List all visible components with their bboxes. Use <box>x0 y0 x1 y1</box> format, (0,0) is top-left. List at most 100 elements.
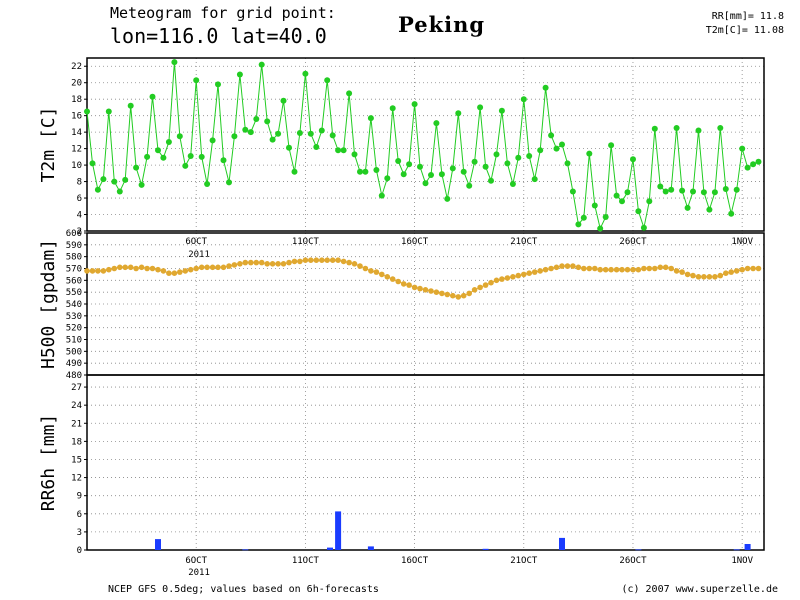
h500-data-point <box>521 271 527 278</box>
h500-data-point <box>117 264 123 271</box>
h500-data-point <box>166 270 172 277</box>
h500-data-point <box>755 265 762 272</box>
t2m-data-point <box>733 186 740 193</box>
h500-data-point <box>242 259 249 266</box>
h500-y-tick-label: 500 <box>66 347 82 357</box>
h500-data-point <box>422 287 429 293</box>
h500-data-point <box>559 263 565 269</box>
t2m-data-point <box>602 214 609 220</box>
h500-data-point <box>608 266 614 273</box>
h500-data-point <box>384 274 391 280</box>
t2m-data-point <box>651 125 658 132</box>
h500-data-point <box>493 277 500 284</box>
t2m-data-point <box>89 160 96 167</box>
grid-point-coordinates: lon=116.0 lat=40.0 <box>110 24 327 48</box>
h500-data-point <box>701 274 707 280</box>
t2m-axis-label: T2m [C] <box>38 107 59 183</box>
rr6h-y-tick-label: 6 <box>77 510 82 520</box>
t2m-data-point <box>739 145 746 152</box>
t2m-data-point <box>269 136 276 143</box>
t2m-data-point <box>433 120 440 127</box>
t2m-data-point <box>94 186 101 193</box>
t2m-data-point <box>144 153 151 160</box>
t2m-data-point <box>389 105 396 112</box>
h500-data-point <box>220 264 227 271</box>
t2m-data-point <box>324 77 331 84</box>
h500-data-point <box>84 268 90 274</box>
h500-y-tick-label: 480 <box>66 371 82 381</box>
t2m-data-point <box>619 198 625 205</box>
rr6h-y-tick-label: 3 <box>77 528 82 538</box>
t2m-data-point <box>662 188 669 195</box>
t2m-data-point <box>471 158 478 165</box>
t2m-data-point <box>444 195 451 202</box>
t2m-data-point <box>597 225 604 232</box>
t2m-data-point <box>728 210 735 217</box>
h500-data-point <box>439 290 445 297</box>
rr6h-precip-bar <box>482 548 489 550</box>
h500-data-point <box>499 276 505 282</box>
date-tick-label: 11OCT <box>292 237 320 247</box>
h500-data-point <box>406 282 412 288</box>
date-tick-label: 16OCT <box>401 237 429 247</box>
t2m-data-point <box>105 108 112 115</box>
t2m-data-point <box>204 181 211 187</box>
t2m-data-point <box>684 204 691 211</box>
t2m-panel-frame <box>86 57 765 232</box>
t2m-data-point <box>722 186 729 192</box>
h500-axis-label: H500 [gpdam] <box>38 239 59 369</box>
h500-data-point <box>122 264 128 271</box>
h500-y-tick-label: 560 <box>66 276 82 286</box>
rr6h-precip-bar <box>327 547 333 550</box>
t2m-data-point <box>591 202 598 209</box>
h500-data-point <box>515 272 522 279</box>
t2m-data-point <box>302 70 309 77</box>
t2m-y-tick-label: 4 <box>77 211 82 221</box>
h500-data-point <box>575 264 582 271</box>
t2m-data-point <box>275 130 282 137</box>
t2m-data-point <box>198 153 205 160</box>
t2m-data-point <box>215 81 221 88</box>
t2m-data-point <box>498 107 505 114</box>
h500-data-point <box>340 258 347 265</box>
h500-data-point <box>510 274 516 280</box>
h500-data-point <box>395 278 402 285</box>
t2m-data-point <box>488 177 494 184</box>
h500-data-point <box>248 259 254 266</box>
h500-y-tick-label: 600 <box>66 229 82 239</box>
t2m-data-point <box>280 97 287 104</box>
h500-data-point <box>750 265 756 272</box>
h500-y-tick-label: 510 <box>66 336 82 346</box>
t2m-data-point <box>236 71 243 78</box>
h500-y-tick-label: 570 <box>66 265 82 275</box>
t2m-y-tick-label: 14 <box>71 128 82 138</box>
t2m-data-point <box>318 127 325 134</box>
h500-data-point <box>673 268 680 274</box>
t2m-data-point <box>422 180 429 187</box>
h500-data-point <box>198 264 205 271</box>
t2m-data-point <box>264 118 271 125</box>
h500-data-point <box>362 265 369 272</box>
h500-y-tick-label: 590 <box>66 241 82 251</box>
t2m-data-point <box>100 176 107 183</box>
t2m-data-point <box>384 175 391 182</box>
t2m-data-point <box>493 151 500 158</box>
t2m-data-point <box>116 188 123 195</box>
rainfall-total: RR[mm]= 11.8 <box>711 11 784 22</box>
t2m-data-point <box>367 115 374 122</box>
h500-data-point <box>712 274 718 280</box>
t2m-data-point <box>329 132 336 139</box>
h500-data-point <box>308 257 314 264</box>
h500-data-point <box>127 264 134 271</box>
t2m-y-tick-label: 2 <box>77 227 82 237</box>
h500-data-point <box>324 257 331 264</box>
h500-data-point <box>662 264 669 271</box>
t2m-data-point <box>291 168 298 175</box>
t2m-data-point <box>220 157 227 164</box>
h500-data-point <box>444 291 451 298</box>
rr6h-precip-bar <box>242 549 249 551</box>
h500-y-tick-label: 580 <box>66 253 82 263</box>
h500-data-point <box>531 269 538 275</box>
h500-data-point <box>144 265 150 272</box>
h500-data-point <box>400 281 407 287</box>
